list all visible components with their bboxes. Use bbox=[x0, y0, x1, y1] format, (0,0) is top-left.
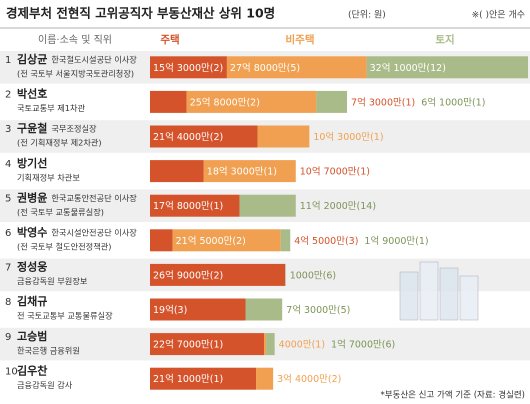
value-label: 22억 7000만(1) bbox=[153, 339, 223, 351]
bar-segment bbox=[280, 229, 291, 252]
bar-segment bbox=[150, 160, 204, 183]
value-label: 7억 3000만(1) bbox=[351, 96, 415, 108]
value-label: 11억 2000만(14) bbox=[300, 200, 376, 212]
value-label: 19억(3) bbox=[153, 304, 187, 316]
bar-segment bbox=[150, 333, 265, 356]
building bbox=[399, 271, 419, 321]
bar-segment bbox=[366, 56, 528, 79]
bar-segment bbox=[264, 333, 267, 356]
name: 정성웅 bbox=[17, 260, 47, 274]
position-inline: 한국교통안전공단 이사장 bbox=[51, 193, 137, 203]
value-label: 4000만(1) bbox=[279, 340, 325, 351]
rank: 10 bbox=[5, 366, 18, 377]
value-label: 25억 8000만(2) bbox=[190, 96, 260, 108]
bar-segment bbox=[172, 229, 281, 252]
bar-segment bbox=[285, 263, 286, 286]
bar-segment bbox=[186, 90, 317, 113]
building bbox=[459, 275, 479, 321]
position: 국토교통부 제1차관 bbox=[17, 103, 86, 113]
value-label: 3억 4000만(2) bbox=[277, 373, 341, 385]
value-label: 18억 3000만(1) bbox=[207, 166, 277, 178]
header-label: 이름·소속 및 직위 bbox=[38, 33, 112, 46]
bar-segment bbox=[256, 367, 274, 390]
bar-segment bbox=[316, 90, 348, 113]
name: 권병윤 bbox=[17, 190, 47, 204]
position-inline: 한국시설안전공단 이사장 bbox=[51, 228, 137, 238]
name: 김우찬 bbox=[17, 363, 47, 377]
value-label: 21억 5000만(2) bbox=[176, 235, 246, 247]
bar-segment bbox=[150, 263, 286, 286]
value-label: 17억 8000만(1) bbox=[153, 200, 223, 212]
building bbox=[419, 261, 439, 321]
rank: 3 bbox=[5, 124, 11, 135]
bar-segment bbox=[266, 333, 275, 356]
position: 한국은행 금융위원 bbox=[17, 345, 80, 355]
bar-segment bbox=[150, 229, 173, 252]
rank: 8 bbox=[5, 297, 11, 308]
position: (전 기획재정부 제2차관) bbox=[17, 138, 102, 148]
bar-segment bbox=[203, 160, 296, 183]
position: 금융감독원 부원장보 bbox=[17, 276, 88, 286]
chart-title: 경제부처 전현직 고위공직자 부동산재산 상위 10명 bbox=[6, 6, 275, 21]
value-label: 32억 1000만(12) bbox=[370, 62, 446, 74]
building bbox=[439, 267, 459, 321]
name: 김채규 bbox=[17, 294, 47, 308]
bar-segment bbox=[150, 298, 246, 321]
value-label: 4억 5000만(3) bbox=[294, 235, 358, 247]
rank: 9 bbox=[5, 332, 11, 343]
rank: 6 bbox=[5, 228, 11, 239]
position: (전 국토부 교통물류실장) bbox=[17, 207, 104, 217]
position-inline: 국무조정실장 bbox=[51, 124, 97, 134]
bar-segment bbox=[150, 90, 187, 113]
value-label: 27억 8000만(5) bbox=[230, 62, 300, 74]
rank: 5 bbox=[5, 193, 11, 204]
position: 금융감독원 감사 bbox=[17, 380, 73, 390]
name: 구윤철 bbox=[17, 121, 47, 135]
bar-segment bbox=[245, 298, 283, 321]
position-inline: 한국철도시설공단 이사장 bbox=[51, 55, 137, 65]
rank: 1 bbox=[5, 55, 11, 66]
name: 방기선 bbox=[17, 156, 47, 170]
rank: 2 bbox=[5, 90, 11, 101]
value-label: 21억 1000만(1) bbox=[153, 373, 223, 385]
bar-segment bbox=[239, 194, 296, 217]
value-label: 15억 3000만(2) bbox=[153, 62, 223, 74]
position: 기획재정부 차관보 bbox=[17, 172, 80, 182]
position: (전 국토부 서울지방국토관리청장) bbox=[17, 69, 134, 79]
value-label: 10억 7000만(1) bbox=[300, 166, 370, 178]
bar-segment bbox=[150, 194, 240, 217]
name: 박선호 bbox=[17, 87, 47, 101]
bar-segment bbox=[150, 367, 257, 390]
source-note: *부동산은 신고 가액 기준 (자료: 경실련) bbox=[380, 390, 525, 401]
rank: 7 bbox=[5, 263, 11, 274]
name: 박영수 bbox=[17, 225, 47, 239]
legend-header: 토지 bbox=[435, 33, 454, 46]
bar-segment bbox=[257, 125, 310, 148]
value-label: 10억 3000만(1) bbox=[313, 131, 383, 143]
value-label: 1억 7000만(6) bbox=[331, 339, 395, 351]
count-note: ※( )안은 개수 bbox=[472, 10, 525, 21]
rank: 4 bbox=[5, 159, 11, 170]
name: 김상균 bbox=[17, 52, 47, 66]
position: 전 국토교통부 교통물류실장 bbox=[17, 311, 113, 321]
legend-header: 비주택 bbox=[286, 33, 315, 46]
building-illustration bbox=[399, 261, 479, 321]
position: (전 국토부 철도안전정책관) bbox=[17, 242, 111, 252]
bar-segment bbox=[226, 56, 367, 79]
name: 고승범 bbox=[17, 329, 47, 343]
value-label: 21억 4000만(2) bbox=[153, 131, 223, 143]
value-label: 6억 1000만(1) bbox=[421, 96, 485, 108]
bar-segment bbox=[150, 56, 227, 79]
value-label: 1000만(6) bbox=[290, 270, 336, 281]
value-label: 26억 9000만(2) bbox=[153, 269, 223, 281]
bar-segment bbox=[150, 125, 258, 148]
value-label: 1억 9000만(1) bbox=[364, 235, 428, 247]
value-label: 7억 3000만(5) bbox=[286, 304, 350, 316]
legend-header: 주택 bbox=[160, 33, 179, 46]
unit-note: (단위: 원) bbox=[348, 10, 386, 21]
